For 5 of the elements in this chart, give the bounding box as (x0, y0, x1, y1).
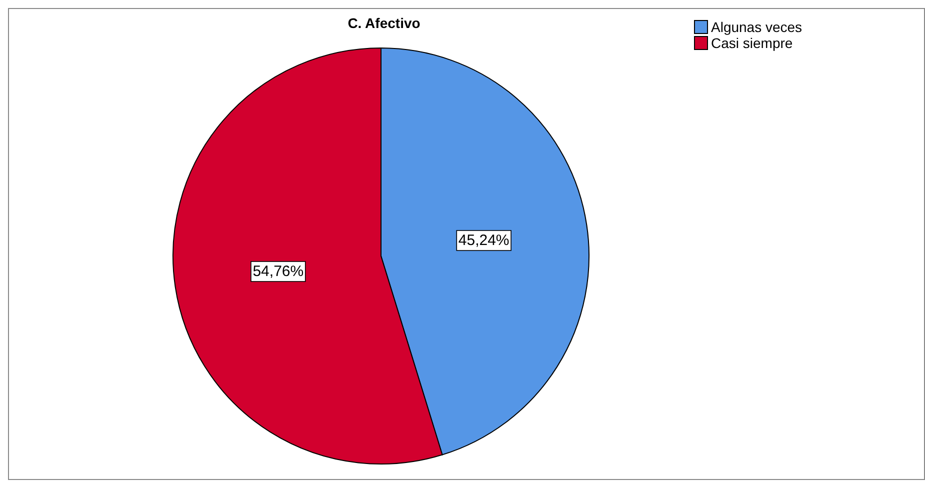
data-label: 54,76% (252, 262, 304, 280)
legend-label: Algunas veces (711, 19, 802, 35)
data-label: 45,24% (458, 232, 510, 250)
legend-label: Casi siempre (711, 35, 793, 51)
chart-title: C. Afectivo (348, 15, 420, 31)
